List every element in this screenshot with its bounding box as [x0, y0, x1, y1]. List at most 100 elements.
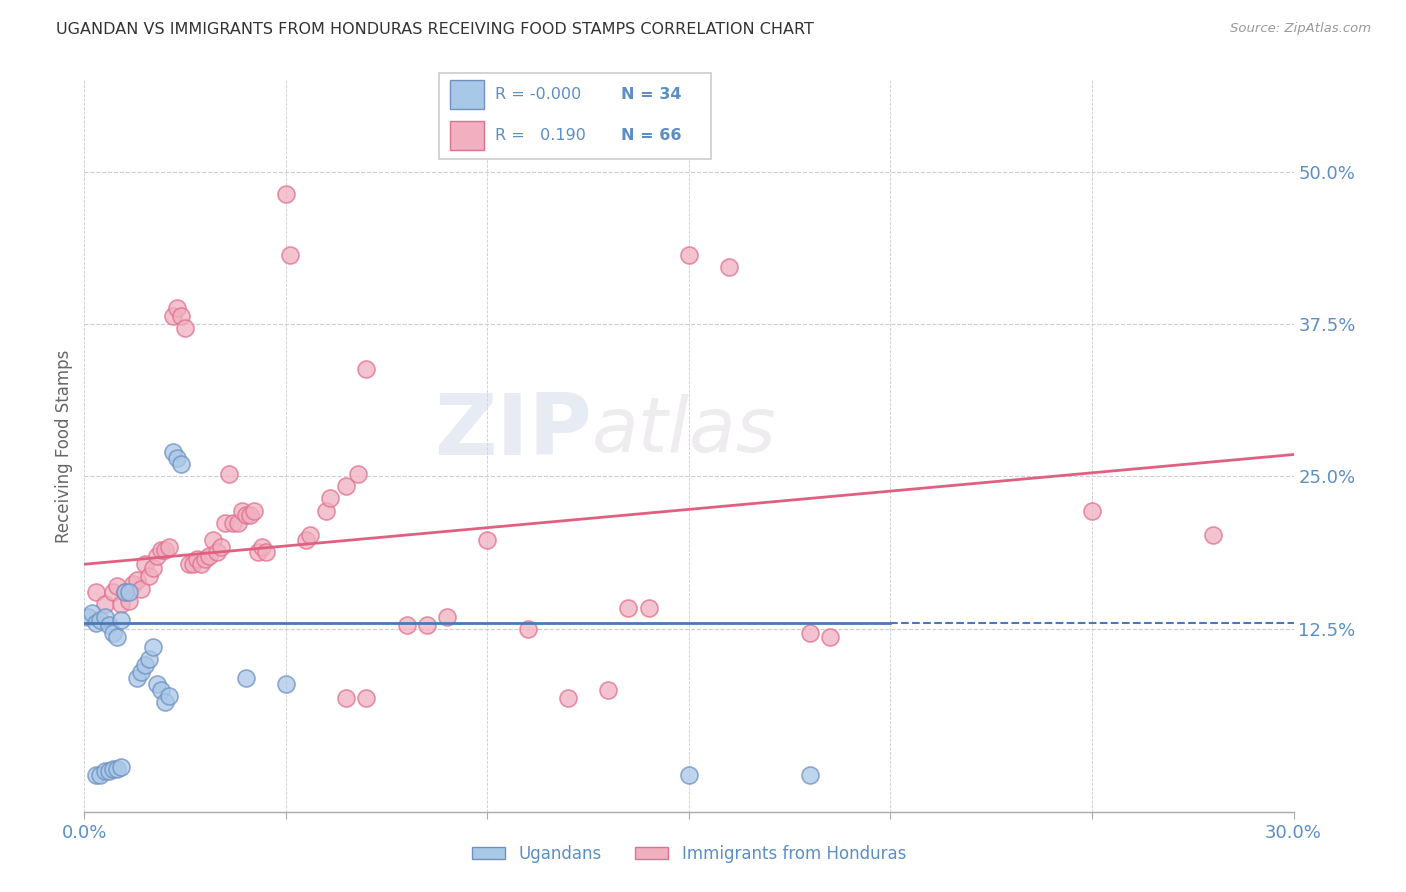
- Point: [356, 691, 378, 706]
- Point: [274, 186, 297, 201]
- Point: [335, 479, 357, 493]
- Point: [162, 445, 184, 459]
- Point: [93, 598, 115, 612]
- Point: [86, 585, 108, 599]
- Point: [110, 613, 132, 627]
- Point: [97, 618, 120, 632]
- Point: [186, 552, 208, 566]
- Point: [157, 689, 180, 703]
- Point: [138, 569, 160, 583]
- Point: [207, 545, 229, 559]
- Point: [335, 691, 357, 706]
- Point: [129, 665, 152, 679]
- Point: [218, 467, 240, 481]
- Point: [198, 549, 221, 563]
- Point: [1202, 528, 1225, 542]
- Point: [105, 579, 128, 593]
- Point: [436, 609, 458, 624]
- Point: [125, 671, 148, 685]
- Text: N = 66: N = 66: [621, 128, 682, 143]
- Point: [146, 549, 169, 563]
- Point: [170, 457, 193, 471]
- Point: [134, 658, 156, 673]
- Point: [146, 676, 169, 690]
- Point: [278, 247, 301, 261]
- Point: [295, 533, 318, 547]
- FancyBboxPatch shape: [439, 73, 711, 159]
- Point: [235, 671, 257, 685]
- Point: [114, 585, 136, 599]
- Point: [356, 362, 378, 376]
- Point: [319, 491, 342, 506]
- Point: [315, 503, 337, 517]
- Point: [231, 503, 253, 517]
- Point: [179, 558, 201, 572]
- Point: [134, 558, 156, 572]
- Point: [121, 576, 143, 591]
- Bar: [450, 80, 484, 109]
- Point: [77, 609, 100, 624]
- Point: [222, 516, 245, 530]
- Point: [678, 768, 700, 782]
- Point: [235, 508, 257, 523]
- Point: [617, 601, 640, 615]
- Text: R =   0.190: R = 0.190: [495, 128, 586, 143]
- Point: [153, 695, 176, 709]
- Point: [226, 516, 249, 530]
- Y-axis label: Receiving Food Stamps: Receiving Food Stamps: [55, 350, 73, 542]
- Point: [105, 762, 128, 776]
- Text: ZIP: ZIP: [434, 390, 592, 473]
- Point: [242, 503, 264, 517]
- Point: [516, 622, 538, 636]
- Point: [149, 682, 172, 697]
- Point: [395, 618, 418, 632]
- Point: [214, 516, 236, 530]
- Point: [190, 558, 212, 572]
- Point: [202, 533, 225, 547]
- Point: [101, 762, 124, 776]
- Point: [166, 301, 188, 316]
- Point: [254, 545, 277, 559]
- Point: [477, 533, 499, 547]
- Point: [89, 613, 111, 627]
- Point: [142, 640, 165, 655]
- Point: [82, 606, 104, 620]
- Point: [299, 528, 322, 542]
- Point: [598, 682, 620, 697]
- Point: [170, 309, 193, 323]
- Point: [174, 320, 197, 334]
- Point: [110, 759, 132, 773]
- Point: [101, 625, 124, 640]
- Point: [209, 540, 232, 554]
- Point: [194, 552, 217, 566]
- Point: [678, 247, 700, 261]
- Text: UGANDAN VS IMMIGRANTS FROM HONDURAS RECEIVING FOOD STAMPS CORRELATION CHART: UGANDAN VS IMMIGRANTS FROM HONDURAS RECE…: [56, 22, 814, 37]
- Point: [250, 540, 273, 554]
- Point: [101, 585, 124, 599]
- Point: [118, 594, 141, 608]
- Point: [162, 309, 184, 323]
- Point: [166, 451, 188, 466]
- Point: [416, 618, 439, 632]
- Bar: [450, 121, 484, 150]
- Point: [274, 676, 297, 690]
- Point: [97, 764, 120, 779]
- Point: [105, 631, 128, 645]
- Point: [718, 260, 741, 274]
- Point: [239, 508, 262, 523]
- Point: [1081, 503, 1104, 517]
- Point: [125, 573, 148, 587]
- Point: [142, 561, 165, 575]
- Point: [86, 768, 108, 782]
- Point: [110, 598, 132, 612]
- Text: R = -0.000: R = -0.000: [495, 87, 581, 102]
- Point: [138, 652, 160, 666]
- Point: [557, 691, 579, 706]
- Text: atlas: atlas: [592, 394, 776, 468]
- Point: [246, 545, 269, 559]
- Point: [637, 601, 659, 615]
- Point: [93, 764, 115, 779]
- Point: [149, 542, 172, 557]
- Point: [181, 558, 204, 572]
- Point: [818, 631, 841, 645]
